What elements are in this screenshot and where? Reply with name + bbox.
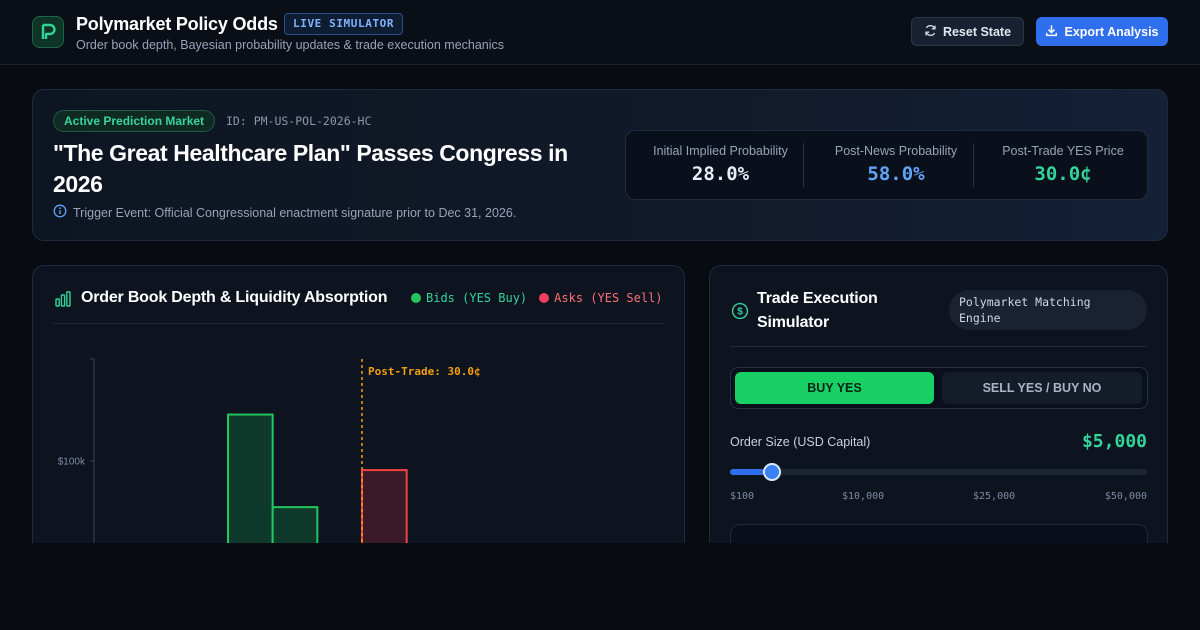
asks-dot-icon [539,293,550,303]
reset-state-button[interactable]: Reset State [911,17,1024,46]
bids-dot-icon [411,293,421,303]
market-id: ID: PM-US-POL-2026-HC [226,114,372,128]
legend-bids: Bids (YES Buy) [411,291,527,305]
post-trade-marker-label: Post-Trade: 30.0¢ [368,365,481,378]
trade-side-toggle: BUY YES SELL YES / BUY NO [730,367,1148,409]
order-book-panel: Order Book Depth & Liquidity Absorption … [32,265,685,565]
initial-probability-value: 28.0% [691,163,750,185]
svg-text:$: $ [737,307,743,318]
panel-divider [730,346,1147,347]
post-news-probability-value: 58.0% [867,163,925,185]
download-icon [1045,24,1058,40]
sell-yes-buy-no-tab[interactable]: SELL YES / BUY NO [942,372,1142,404]
dollar-icon: $ [731,302,749,325]
page-background [0,543,1200,630]
order-size-label: Order Size (USD Capital) [730,435,871,449]
logo-p-icon [32,16,64,48]
legend-asks-label: Asks (YES Sell) [554,291,663,305]
panel-divider [53,323,664,324]
divider [803,143,804,187]
reset-state-label: Reset State [942,24,1012,39]
trigger-event-text: Trigger Event: Official Congressional en… [73,205,517,220]
divider [973,143,974,187]
trade-simulator-panel: $ Trade Execution Simulator Polymarket M… [709,265,1168,565]
chart-legend: Bids (YES Buy) Asks (YES Sell) [411,291,663,305]
app-subtitle: Order book depth, Bayesian probability u… [76,38,505,52]
app-title: Polymarket Policy Odds [76,14,278,34]
export-analysis-label: Export Analysis [1064,24,1159,39]
legend-bids-label: Bids (YES Buy) [426,291,528,305]
top-bar: Polymarket Policy Odds LIVE SIMULATOR Or… [0,0,1200,65]
slider-tick: $10,000 [842,491,885,502]
slider-fill [730,469,772,475]
slider-thumb[interactable] [762,463,781,481]
bar-chart-icon [54,290,72,313]
post-news-probability: Post-News Probability 58.0% [815,131,977,201]
order-size-slider[interactable] [730,463,1147,481]
post-news-probability-label: Post-News Probability [834,144,958,158]
market-summary-card: Active Prediction Market ID: PM-US-POL-2… [32,89,1168,241]
matching-engine-badge: Polymarket Matching Engine [949,290,1147,330]
trade-simulator-title: Trade Execution Simulator [757,290,878,331]
order-size-value: $5,000 [1081,431,1147,452]
post-trade-price-value: 30.0¢ [1034,163,1092,185]
post-trade-price: Post-Trade YES Price 30.0¢ [977,131,1149,201]
bid-depth-bar [227,413,274,564]
live-simulator-badge: LIVE SIMULATOR [284,13,404,35]
probability-summary: Initial Implied Probability 28.0% Post-N… [625,130,1148,200]
order-book-depth-chart: $100k$50kPost-Trade: 30.0¢ [58,358,481,564]
info-icon [53,204,67,221]
slider-tick: $50,000 [1104,491,1147,502]
trigger-event: Trigger Event: Official Congressional en… [53,204,516,221]
market-status-badge: Active Prediction Market [53,110,216,132]
slider-tick: $25,000 [973,491,1016,502]
refresh-icon [924,24,937,40]
y-tick-label: $100k [58,456,86,467]
export-analysis-button[interactable]: Export Analysis [1036,17,1168,46]
market-title: "The Great Healthcare Plan" Passes Congr… [53,140,568,197]
legend-asks: Asks (YES Sell) [539,291,663,305]
order-book-title: Order Book Depth & Liquidity Absorption [81,289,388,306]
initial-probability-label: Initial Implied Probability [653,144,788,158]
buy-yes-tab[interactable]: BUY YES [735,372,934,404]
initial-probability: Initial Implied Probability 28.0% [626,131,815,201]
post-trade-price-label: Post-Trade YES Price [1002,144,1124,158]
slider-tick: $100 [730,491,755,502]
